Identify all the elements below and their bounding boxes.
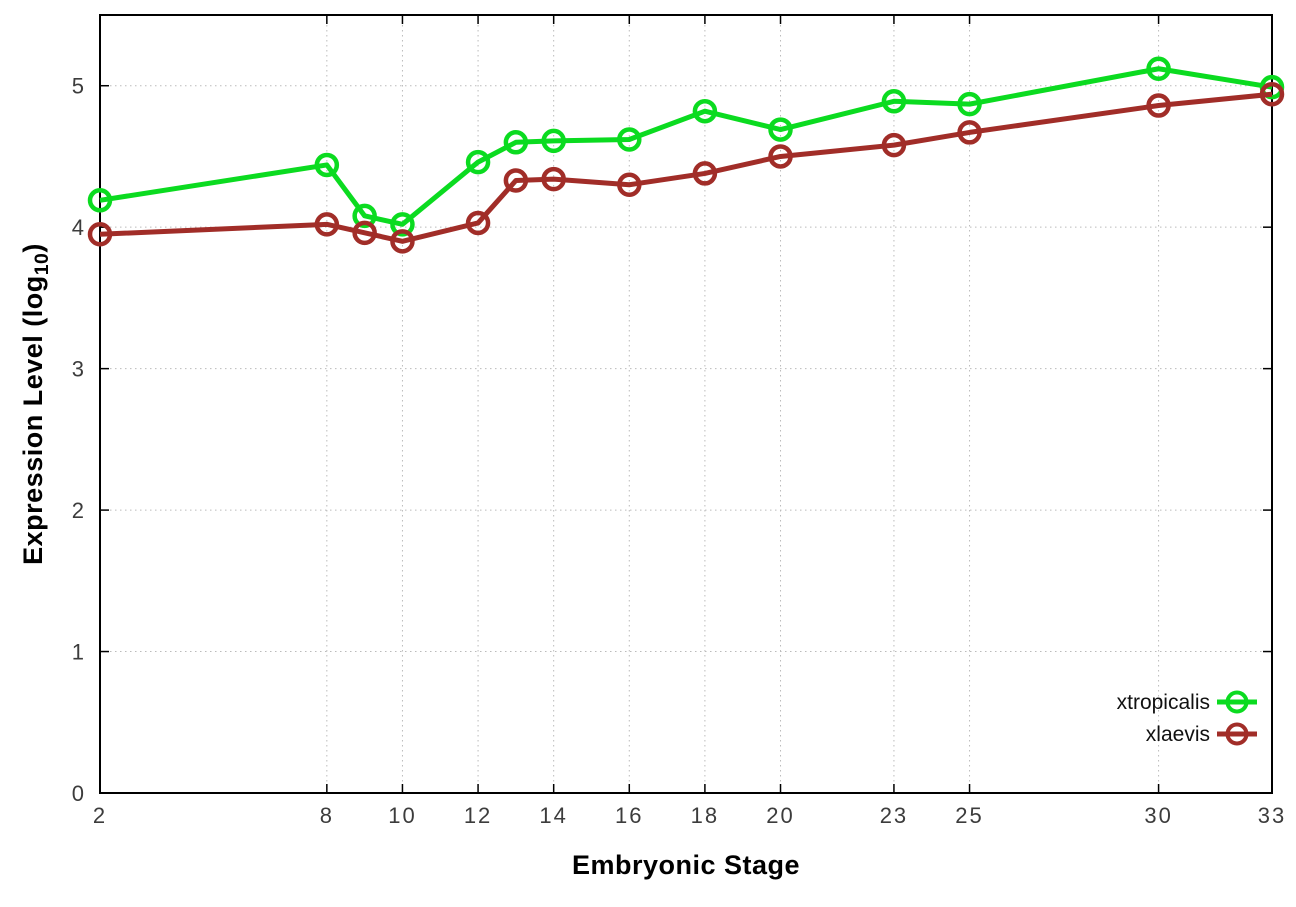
legend-marker-xlaevis — [1225, 722, 1249, 746]
x-tick-label: 12 — [464, 803, 492, 828]
marker-xlaevis — [503, 168, 529, 193]
marker-xtropicalis — [390, 212, 415, 237]
marker-xtropicalis — [352, 203, 377, 229]
marker-xlaevis — [1146, 93, 1171, 118]
legend-marker-xtropicalis — [1225, 690, 1249, 714]
marker-xlaevis — [541, 166, 566, 192]
marker-xlaevis — [390, 229, 415, 254]
marker-xlaevis — [352, 220, 377, 246]
marker-xtropicalis — [768, 117, 793, 142]
x-tick-label: 30 — [1144, 803, 1172, 828]
x-tick-label: 16 — [615, 803, 643, 828]
x-tick-label: 14 — [539, 803, 567, 828]
marker-xtropicalis — [314, 152, 340, 178]
y-tick-label: 0 — [72, 781, 86, 806]
marker-xtropicalis — [503, 130, 529, 155]
series-line-xtropicalis — [99, 66, 1273, 227]
marker-xlaevis — [1259, 81, 1285, 107]
x-axis-title: Embryonic Stage — [571, 850, 801, 880]
y-tick-label: 3 — [72, 357, 86, 382]
marker-xlaevis — [87, 222, 113, 247]
marker-xlaevis — [768, 144, 793, 169]
x-tick-label: 33 — [1258, 803, 1286, 828]
x-tick-label: 20 — [766, 803, 794, 828]
marker-xtropicalis — [541, 128, 566, 154]
y-tick-label: 5 — [72, 74, 86, 99]
y-tick-label: 2 — [72, 498, 86, 523]
marker-xlaevis — [314, 212, 340, 237]
marker-xtropicalis — [692, 98, 718, 124]
x-tick-label: 23 — [880, 803, 908, 828]
marker-xtropicalis — [881, 89, 907, 114]
x-tick-label: 25 — [955, 803, 983, 828]
marker-xlaevis — [881, 132, 907, 158]
marker-xtropicalis — [465, 149, 491, 175]
x-tick-label: 10 — [388, 803, 416, 828]
marker-xlaevis — [692, 161, 718, 186]
marker-xtropicalis — [87, 188, 113, 213]
plot-border — [99, 14, 1273, 794]
marker-xlaevis — [957, 120, 982, 145]
marker-xtropicalis — [617, 127, 642, 152]
marker-xlaevis — [617, 172, 642, 197]
legend-label-xtropicalis: xtropicalis — [1117, 691, 1210, 714]
y-axis-title-subscript: 10 — [31, 252, 54, 276]
x-tick-label: 8 — [320, 803, 334, 828]
y-axis-title-text: Expression Level (log — [17, 275, 48, 565]
y-axis-title: Expression Level (log10) — [18, 243, 54, 565]
series-line-xlaevis — [99, 91, 1273, 244]
y-axis-title-close: ) — [17, 243, 48, 253]
y-tick-label: 4 — [72, 215, 86, 240]
y-tick-label: 1 — [72, 640, 86, 665]
marker-xtropicalis — [1146, 56, 1171, 82]
x-tick-label: 18 — [691, 803, 719, 828]
x-tick-label: 2 — [93, 803, 107, 828]
marker-xtropicalis — [957, 91, 982, 117]
legend-label-xlaevis: xlaevis — [1146, 723, 1210, 746]
marker-xlaevis — [465, 210, 491, 236]
